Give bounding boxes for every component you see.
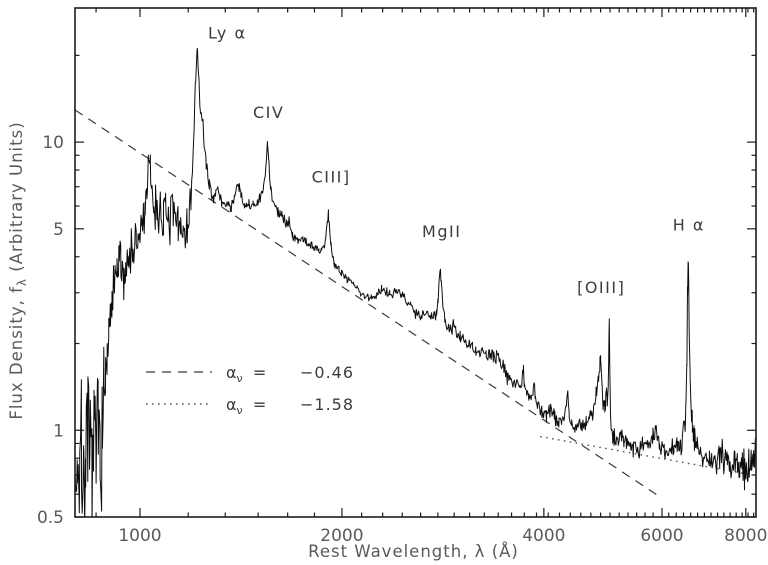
emission-line-label: [OIII]: [577, 278, 625, 297]
legend-value: −1.58: [300, 395, 354, 414]
x-tick-label: 1000: [118, 526, 161, 546]
x-tick-label: 4000: [522, 526, 565, 546]
x-axis-title: Rest Wavelength, λ (Å): [308, 542, 519, 561]
spectrum-line: [75, 47, 756, 517]
plot-frame: [74, 7, 757, 518]
line-annotations: Ly α CIV CIII] MgII [OIII] H α: [208, 23, 705, 297]
y-tick-label: 5: [53, 220, 64, 240]
y-tick-label: 0.5: [37, 508, 64, 528]
powerlaw-dashed-line: [75, 109, 663, 499]
y-tick-label: 1: [53, 421, 64, 441]
emission-line-label: MgII: [422, 222, 461, 241]
legend: αν = −0.46 αν = −1.58: [146, 363, 354, 417]
emission-line-label: CIII]: [312, 167, 351, 186]
x-tick-label: 8000: [724, 526, 767, 546]
legend-label: αν =: [226, 363, 266, 385]
x-tick-label: 6000: [640, 526, 683, 546]
emission-line-label: CIV: [253, 103, 284, 122]
powerlaw-dotted-line: [540, 435, 756, 477]
legend-value: −0.46: [300, 363, 354, 382]
x-tick-label: 2000: [320, 526, 363, 546]
axis-ticks: [75, 8, 756, 518]
tick-labels: 1000 2000 4000 6000 8000 10 5 1 0.5: [37, 133, 767, 546]
emission-line-label: H α: [673, 215, 705, 234]
legend-label: αν =: [226, 395, 266, 417]
y-axis-title: Flux Density, fλ (Arbitrary Units): [7, 121, 29, 419]
y-tick-label: 10: [42, 133, 64, 153]
emission-line-label: Ly α: [208, 23, 247, 42]
